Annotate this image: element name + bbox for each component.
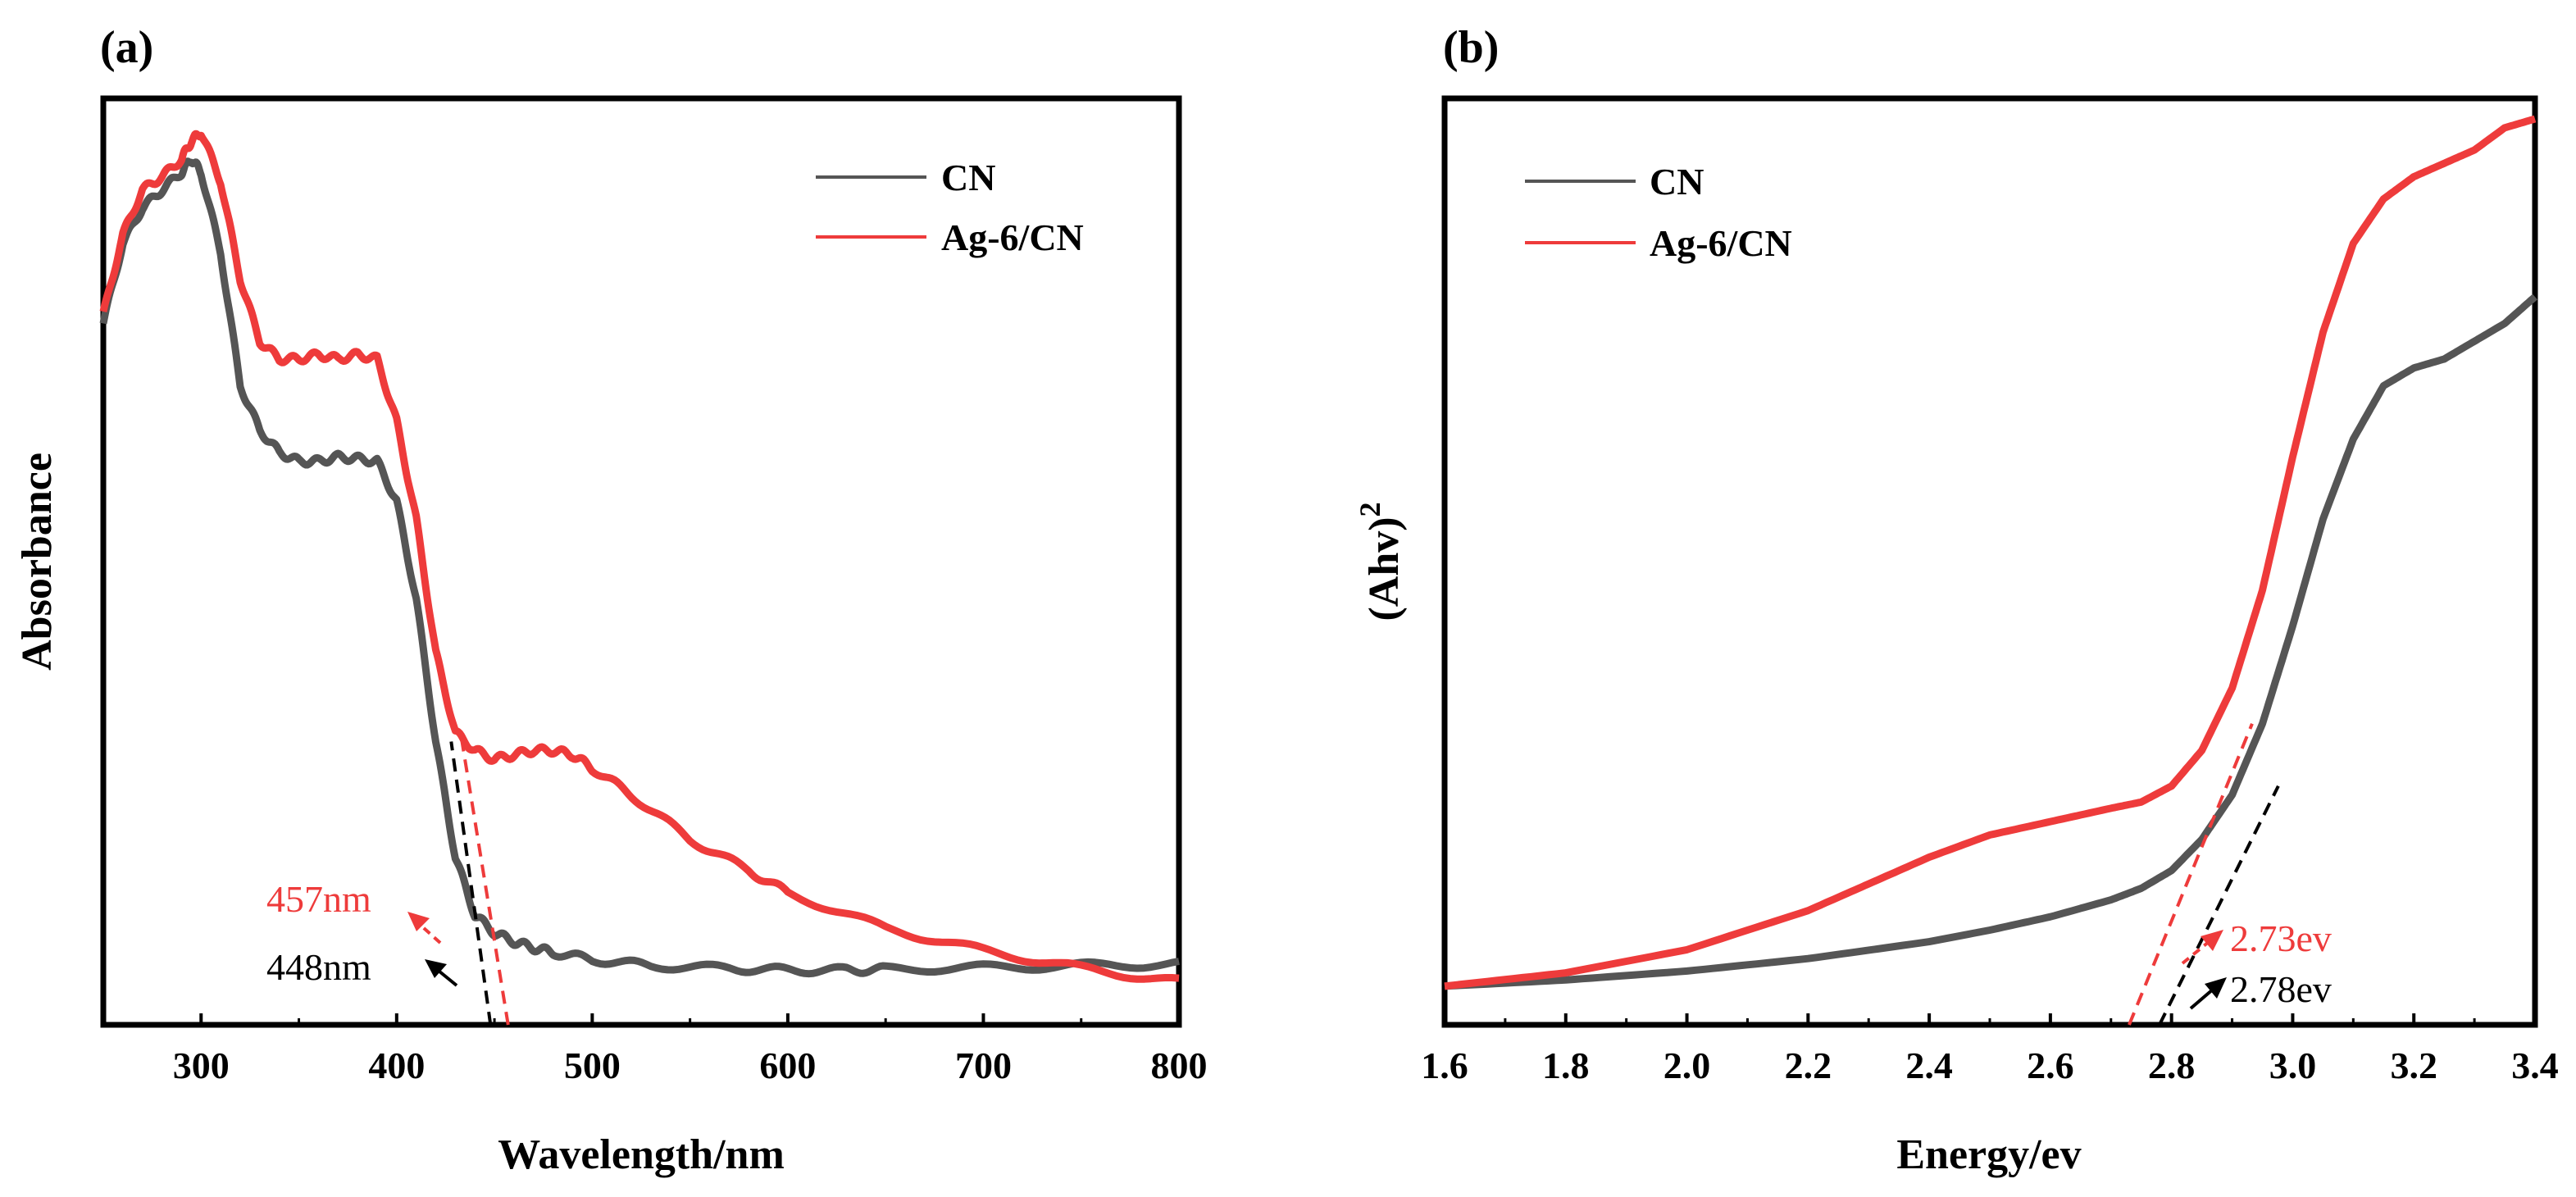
series-line-a-cn	[99, 157, 1180, 978]
arrow-b-278ev	[2189, 977, 2227, 1010]
extrapolation-line-a-0	[458, 732, 510, 1026]
panel-a-x-ticks: 300 400 500 600 700 800	[173, 1013, 1208, 1086]
extrapolation-line-b-0	[2128, 723, 2254, 1026]
x-tick-label-a-1: 400	[368, 1045, 425, 1086]
panel-b-extrapolation-lines	[2128, 723, 2280, 1026]
annotation-b-273ev: 2.73ev	[2230, 917, 2332, 959]
y-axis-title-a: Absorbance	[14, 453, 61, 671]
series-line-b-cn	[1444, 294, 2537, 990]
x-tick-label-b-5: 2.6	[2027, 1045, 2074, 1086]
x-tick-label-b-1: 1.8	[1542, 1045, 1590, 1086]
legend-a-cn-label: CN	[941, 157, 995, 198]
annotation-a-448nm: 448nm	[266, 946, 371, 988]
panel-a-series	[99, 130, 1180, 983]
arrow-a-448nm	[425, 959, 458, 987]
x-tick-label-b-0: 1.6	[1421, 1045, 1468, 1086]
legend-b-ag-label: Ag-6/CN	[1650, 222, 1792, 264]
panel-a: (a) 300 400 500 600 700 800 CN Ag-6/CN 457nm …	[14, 22, 1208, 1178]
x-tick-label-b-9: 3.4	[2511, 1045, 2559, 1086]
legend-a-ag-label: Ag-6/CN	[941, 216, 1084, 258]
panel-a-label: (a)	[100, 22, 153, 73]
x-tick-label-a-4: 700	[955, 1045, 1012, 1086]
x-tick-label-b-4: 2.4	[1905, 1045, 1953, 1086]
annotation-a-457nm: 457nm	[266, 878, 371, 920]
x-tick-label-b-2: 2.0	[1663, 1045, 1711, 1086]
series-line-b-ag-6-cn	[1444, 115, 2537, 990]
panel-b-label: (b)	[1443, 22, 1499, 73]
annotation-b-278ev: 2.78ev	[2230, 968, 2332, 1010]
series-line-a-ag-6-cn	[99, 130, 1180, 983]
panel-b-x-ticks: 1.6 1.8 2.0 2.2 2.4 2.6 2.8 3.0 3.2 3.4	[1421, 1013, 2559, 1086]
extrapolation-line-b-1	[2158, 785, 2280, 1026]
x-tick-label-a-3: 600	[759, 1045, 816, 1086]
panel-a-frame	[100, 95, 1182, 1028]
panel-b-frame	[1441, 95, 2538, 1028]
x-tick-label-b-7: 3.0	[2269, 1045, 2317, 1086]
x-tick-label-b-8: 3.2	[2390, 1045, 2437, 1086]
x-tick-label-a-0: 300	[173, 1045, 230, 1086]
x-tick-label-a-2: 500	[564, 1045, 621, 1086]
x-tick-label-b-6: 2.8	[2148, 1045, 2196, 1086]
panel-b: (b) 1.6 1.8 2.0 2.2 2.4 2.6 2.8 3.0 3.2 3.4 CN Ag…	[1354, 22, 2559, 1178]
x-tick-label-a-5: 800	[1151, 1045, 1208, 1086]
x-axis-title-b: Energy/ev	[1896, 1131, 2081, 1178]
panel-b-series	[1444, 115, 2537, 990]
x-tick-label-b-3: 2.2	[1785, 1045, 1832, 1086]
arrow-b-273ev	[2181, 930, 2223, 965]
y-axis-title-b: (Ahv)2	[1354, 502, 1408, 621]
x-axis-title-a: Wavelength/nm	[498, 1131, 785, 1178]
arrow-a-457nm	[407, 912, 442, 944]
extrapolation-line-a-1	[449, 741, 493, 1026]
legend-b-cn-label: CN	[1650, 161, 1704, 203]
panel-a-extrapolation-lines	[449, 732, 510, 1026]
